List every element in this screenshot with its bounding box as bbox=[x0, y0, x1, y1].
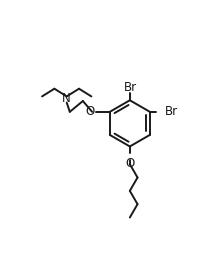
Text: N: N bbox=[62, 92, 71, 105]
Text: Br: Br bbox=[123, 82, 137, 94]
Text: Br: Br bbox=[164, 104, 177, 118]
Text: O: O bbox=[125, 157, 134, 170]
Text: O: O bbox=[85, 105, 94, 118]
